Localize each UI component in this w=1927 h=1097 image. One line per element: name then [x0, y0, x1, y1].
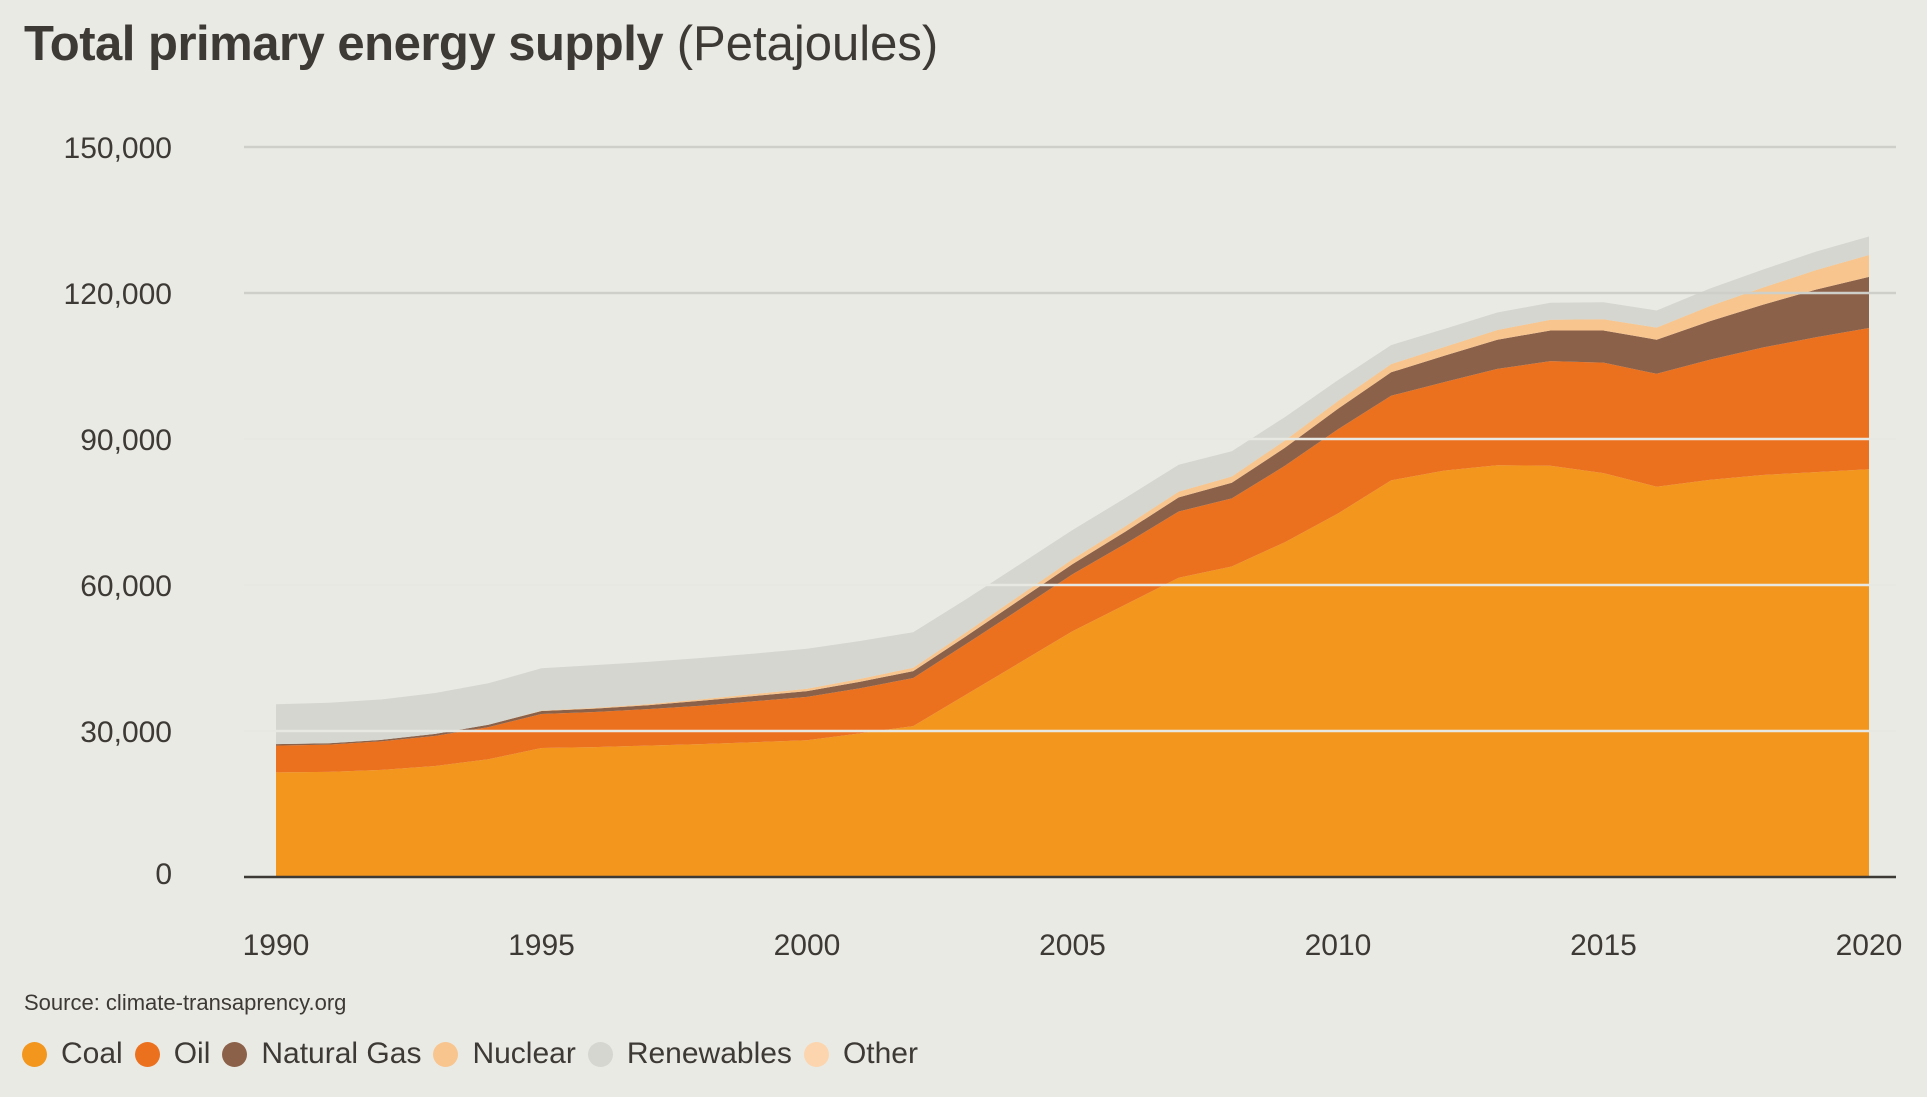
chart-title-main: Total primary energy supply — [24, 17, 664, 71]
chart-title-unit: (Petajoules) — [676, 17, 939, 71]
legend: Coal Oil Natural Gas Nuclear Renewables Other — [22, 1037, 930, 1071]
legend-label: Coal — [61, 1037, 123, 1070]
y-tick-label: 0 — [155, 858, 172, 891]
area-natural-gas — [276, 276, 1869, 746]
legend-label: Other — [842, 1037, 918, 1070]
legend-label: Nuclear — [472, 1037, 576, 1070]
legend-label: Oil — [173, 1037, 211, 1070]
y-tick-label: 120,000 — [64, 278, 172, 311]
legend-item-renewables: Renewables — [587, 1037, 792, 1071]
area-coal — [276, 465, 1869, 877]
legend-label: Renewables — [626, 1037, 792, 1070]
y-tick-label: 30,000 — [80, 716, 172, 749]
y-axis-tick-labels: 0 30,000 60,000 90,000 120,000 150,000 — [64, 132, 172, 891]
x-tick-label: 2010 — [1305, 929, 1372, 962]
chart-title: Total primary energy supply (Petajoules) — [24, 14, 938, 74]
source-note: Source: climate-transaprency.org — [24, 990, 347, 1015]
x-axis-tick-labels: 1990 1995 2000 2005 2010 2015 2020 — [243, 929, 1903, 962]
legend-swatch — [222, 1041, 248, 1067]
area-renewables — [276, 236, 1869, 745]
area-layers — [276, 236, 1869, 877]
x-tick-label: 1990 — [243, 929, 310, 962]
x-tick-label: 2015 — [1570, 929, 1637, 962]
legend-item-oil: Oil — [134, 1037, 211, 1071]
y-tick-label: 150,000 — [64, 132, 172, 165]
legend-swatch — [134, 1041, 160, 1067]
x-tick-label: 2000 — [774, 929, 841, 962]
legend-item-natural-gas: Natural Gas — [222, 1037, 421, 1071]
legend-swatch — [803, 1041, 829, 1067]
legend-swatch — [433, 1041, 459, 1067]
legend-swatch — [22, 1041, 47, 1067]
legend-item-other: Other — [803, 1037, 918, 1071]
legend-item-coal: Coal — [22, 1037, 123, 1071]
y-tick-label: 60,000 — [80, 570, 172, 603]
legend-label: Natural Gas — [261, 1037, 422, 1070]
legend-item-nuclear: Nuclear — [433, 1037, 576, 1071]
legend-swatch — [587, 1041, 613, 1067]
x-tick-label: 2020 — [1836, 929, 1903, 962]
gridlines — [244, 145, 1896, 733]
y-tick-label: 90,000 — [80, 424, 172, 457]
x-tick-label: 2005 — [1039, 929, 1106, 962]
x-tick-label: 1995 — [508, 929, 575, 962]
